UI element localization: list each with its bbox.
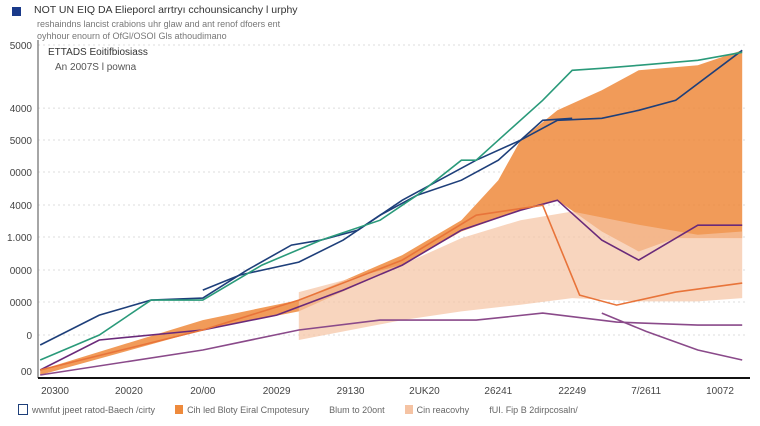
chart-subtitle: reshaindns lancist crabions uhr glaw and… (37, 18, 280, 42)
inset-label-line2: An 2007S l powna (55, 62, 137, 73)
line-series (202, 117, 573, 291)
y-tick-label: 5000 (10, 41, 33, 52)
legend-swatch (404, 405, 413, 414)
y-tick-label: 0000 (10, 266, 33, 277)
x-tick-label: 20029 (263, 386, 291, 397)
legend-label: Cin reacovhy (416, 404, 470, 415)
y-tick-label: 1.000 (7, 233, 32, 244)
y-tick-label: 0000 (10, 168, 33, 179)
line-series (39, 51, 743, 361)
x-tick-label: 22249 (558, 386, 586, 397)
area-series (298, 211, 743, 340)
line-series (39, 49, 743, 346)
y-tick-label: 0 (26, 331, 32, 342)
x-tick-label: 20020 (115, 386, 143, 397)
legend: wwnfut jpeet ratod-Baech /cirty Cih led B… (18, 404, 578, 415)
area-series (40, 50, 743, 376)
y-tick-label: 00 (21, 367, 33, 378)
legend-item: wwnfut jpeet ratod-Baech /cirty (18, 404, 155, 415)
legend-swatch (175, 405, 184, 414)
brand-square-icon (12, 7, 21, 16)
legend-label: wwnfut jpeet ratod-Baech /cirty (32, 404, 156, 415)
legend-label: fUI. Fip B 2dirpcosaln/ (489, 404, 578, 415)
legend-item: Cin reacovhy (404, 404, 470, 415)
subtitle-line: oyhhour enourn of OfGl/OSOI Gls athoudim… (37, 31, 227, 41)
y-tick-label: 4000 (10, 104, 33, 115)
legend-item: fUI. Fip B 2dirpcosaln/ (489, 404, 578, 415)
x-tick-label: 20300 (41, 386, 69, 397)
line-series (40, 312, 743, 376)
legend-label: Blum to 20ont (329, 404, 385, 415)
legend-label: Cih led Bloty Eiral Cmpotesury (187, 404, 310, 415)
line-series (601, 312, 743, 361)
y-tick-label: 4000 (10, 201, 33, 212)
x-tick-label: 10072 (706, 386, 734, 397)
line-series (40, 204, 743, 371)
legend-item: Blum to 20ont (329, 404, 385, 415)
x-tick-label: 29130 (337, 386, 365, 397)
inset-label-line1: ETTADS Eoitifbiosiass (48, 47, 148, 58)
y-tick-label: 0000 (10, 298, 33, 309)
x-tick-label: 26241 (484, 386, 512, 397)
legend-item: Cih led Bloty Eiral Cmpotesury (175, 404, 309, 415)
chart-title: NOT UN EIQ DA Elieporcl arrtryı cchounsi… (34, 4, 298, 16)
x-tick-label: 7/2611 (631, 386, 661, 397)
subtitle-line: reshaindns lancist crabions uhr glaw and… (37, 19, 281, 29)
y-tick-label: 5000 (10, 136, 33, 147)
x-tick-label: 2UK20 (409, 386, 440, 397)
x-tick-label: 20/00 (190, 386, 215, 397)
legend-swatch (18, 404, 28, 415)
